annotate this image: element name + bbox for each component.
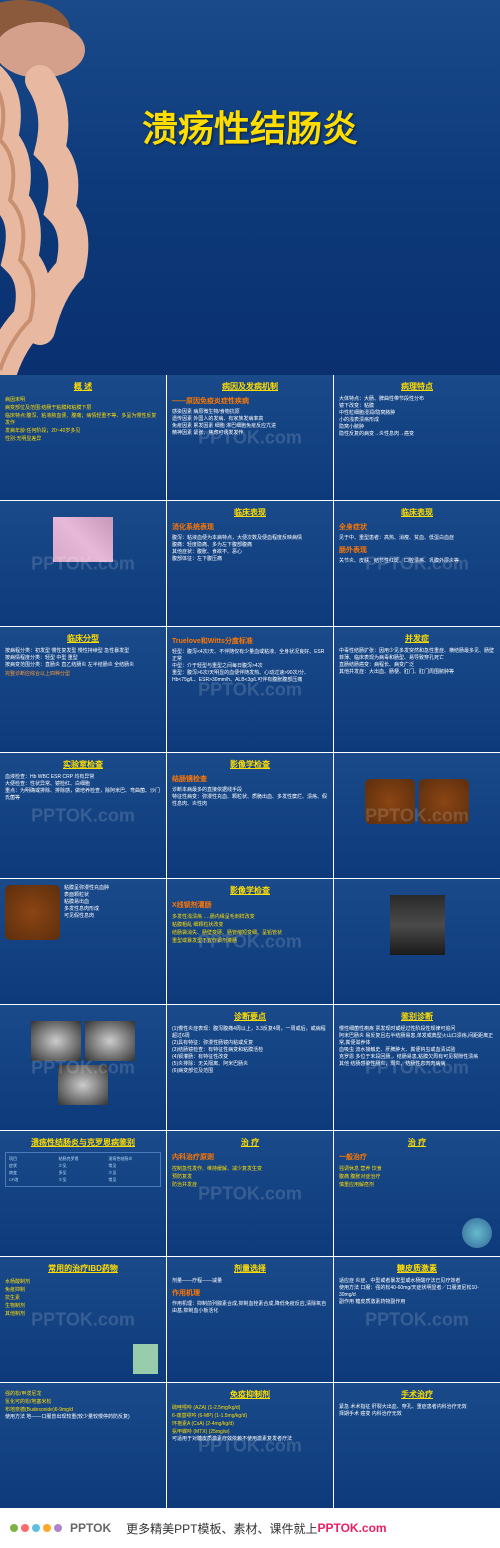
- slide-differential: 鉴别诊断 慢性细菌性痢疾 票发现时或经过性阶段性规律可追问 阿米巴肠炎 易反复且…: [334, 1005, 500, 1130]
- slide-treatment-principle: 治 疗 内科治疗原则 控制急性发作、维持缓解、减少复发生变 预防复发 防治并发症…: [167, 1131, 333, 1256]
- person-icon: [133, 1344, 158, 1374]
- slide-ibd-drugs: 常用的治疗IBD药物 水杨酸制剂 免疫抑制 抗生素 生物制剂 其他制剂 PPTO…: [0, 1257, 166, 1382]
- slides-grid: 概 述 病因未明 病变部位及范围:结肠于粘膜和粘膜下层 临床特点:腹泻、粘液脓血…: [0, 375, 500, 1508]
- slide-comparison-table: 溃疡性结肠炎与克罗恩病鉴别 项目结肠克罗恩溃疡性结肠炎 症状少见常见 病变多见少…: [0, 1131, 166, 1256]
- slide-clinical-systemic: 临床表现 全身症状 见于中、重型患者：高热、消瘦、贫血、低蛋白血症 肠外表现 关…: [334, 501, 500, 626]
- title-slide: 溃疡性结肠炎: [0, 0, 500, 375]
- table-cell: 结肠克罗恩: [59, 1156, 108, 1162]
- table-cell: 常见: [108, 1163, 157, 1169]
- slide-severity: Truelove和Witts分度标准 轻型：腹泻<4次/天、不伴随仅有少量血或粘…: [167, 627, 333, 752]
- main-title: 溃疡性结肠炎: [142, 100, 358, 152]
- slide-diagnosis: 诊断要点 (1)慢性炎症表现：腹泻腹痛4周以上，3.3反复4周，一周或后，或病程…: [167, 1005, 333, 1130]
- table-cell: 溃疡性结肠炎: [108, 1156, 157, 1162]
- logo-dots: [10, 1524, 62, 1532]
- watermark-icon: PPTOK.com: [31, 805, 135, 826]
- dot-icon: [32, 1524, 40, 1532]
- slide-steroid-types: 强的松/甲泼尼龙 氢化可的松/地塞米松 布地奈德(Budesonide)6-9m…: [0, 1383, 166, 1508]
- logo-text: PPTOK: [70, 1521, 111, 1535]
- table-cell: 常见: [108, 1177, 157, 1183]
- histology-image: [53, 517, 113, 562]
- slide-colonoscopy: 影像学检查 结肠镜检查 诊断本病最多的直接依据线手段 特征性病变：弥漫性充血、颗…: [167, 753, 333, 878]
- slide-immunosuppressant: 免疫抑制剂 硫唑嘌呤 (AZA) (1-2.5mg/kg/d) 6-巯基嘌呤 (…: [167, 1383, 333, 1508]
- xray-image: [58, 1065, 108, 1105]
- footer: PPTOK 更多精美PPT模板、素材、课件就上 PPTOK.com: [0, 1508, 500, 1548]
- table-cell: 少见: [59, 1163, 108, 1169]
- table-cell: 病变: [9, 1170, 58, 1176]
- footer-link[interactable]: PPTOK.com: [317, 1521, 386, 1535]
- dot-icon: [21, 1524, 29, 1532]
- xray-image: [85, 1021, 135, 1061]
- slide-xray-image: [334, 879, 500, 1004]
- watermark-icon: PPTOK.com: [365, 1309, 469, 1330]
- xray-image: [31, 1021, 81, 1061]
- dot-icon: [54, 1524, 62, 1532]
- table-cell: 项目: [9, 1156, 58, 1162]
- dot-icon: [10, 1524, 18, 1532]
- endoscopy-image: [365, 779, 415, 824]
- table-cell: 少见: [59, 1177, 108, 1183]
- slide-surgery: 手术治疗 紧急 术术指征 肝裂大出血、穿孔、重症患者内科治疗无效 择期手术 癌变…: [334, 1383, 500, 1508]
- globe-icon: [462, 1218, 492, 1248]
- slide-endoscopy-images: PPTOK.com: [334, 753, 500, 878]
- endoscopy-image: [419, 779, 469, 824]
- slide-pathology: 病理特点 大体特点：大肠、脾曲性带节段性分布 镜下改变：粘膜 中性粒细胞浸润/隐…: [334, 375, 500, 500]
- table-cell: 症状: [9, 1163, 58, 1169]
- table-cell: 多见: [59, 1170, 108, 1176]
- table-cell: CF改: [9, 1177, 58, 1183]
- slide-xray-images: PPTOK.com: [0, 1005, 166, 1130]
- slide-clinical-gi: 临床表现 消化系统表现 腹泻：粘液血便为本病特点，大便次数及便血程度反映病情 腹…: [167, 501, 333, 626]
- slide-classification: 临床分型 按病程分类：初发型 慢性复发型 慢性持续型 急性暴发型 按病情程度分类…: [0, 627, 166, 752]
- slide-corticosteroid: 糖皮质激素 适应症 炎症、中型或者暴发型或水杨酸疗法已见疗效者 使用方法 口服：…: [334, 1257, 500, 1382]
- slide-general-treatment: 治 疗 一般治疗 强调休息 营养 饮食 腹痛 腹胀对症治疗 慎重应用解痉剂: [334, 1131, 500, 1256]
- footer-text: 更多精美PPT模板、素材、课件就上: [126, 1520, 317, 1537]
- dot-icon: [43, 1524, 51, 1532]
- table-cell: 少见: [108, 1170, 157, 1176]
- slide-barium: 影像学检查 X线钡剂灌肠 多发性浅溃疡 ….肠内缘呈毛刺样改变 粘膜粗乱 细颗粒…: [167, 879, 333, 1004]
- slide-lab: 实验室检查 血液检查：Hb WBC ESR CRP 均有异常 大便检查：性状异常…: [0, 753, 166, 878]
- slide-etiology: 病因及发病机制 ——原因免疫炎症性疾病 感染因素 病原微生物/食物抗原 遗传因素…: [167, 375, 333, 500]
- slide-overview: 概 述 病因未明 病变部位及范围:结肠于粘膜和粘膜下层 临床特点:腹泻、粘液脓血…: [0, 375, 166, 500]
- endoscopy-image: [5, 885, 60, 940]
- slide-histology-image: PPTOK.com: [0, 501, 166, 626]
- slide-complications: 并发症 中毒性结肠扩张：因用少见多发突然和急性重症、横结肠最多见、肠壁菲薄、临床…: [334, 627, 500, 752]
- intestine-illustration: [0, 0, 120, 375]
- slide-mechanism: 剂量选择 剂量——疗程——减量 作用机理 作用机理：抑制前列腺素合成,抑制血栓素…: [167, 1257, 333, 1382]
- slide-endoscopy-detail: 粘膜呈弥漫性充血肿 表面颗粒状 粘膜易出血 多发性息肉形成 可见假性息肉: [0, 879, 166, 1004]
- xray-image: [390, 895, 445, 955]
